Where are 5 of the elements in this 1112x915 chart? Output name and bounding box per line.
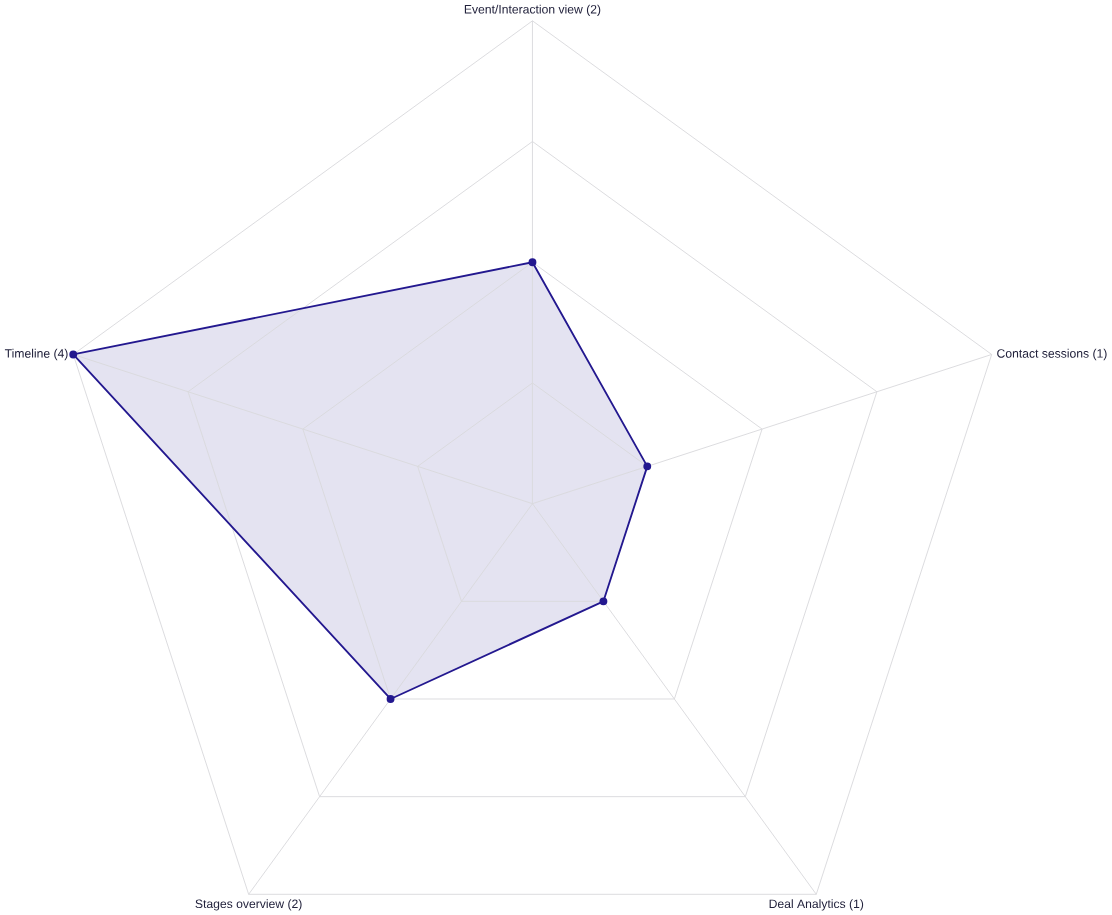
spoke-label: Deal Analytics (1) — [769, 899, 864, 911]
spoke-label: Stages overview (2) — [195, 899, 302, 911]
spoke-label: Contact sessions (1) — [997, 348, 1107, 361]
spoke-label: Event/Interaction view (2) — [464, 4, 601, 16]
spoke-label: Timeline (4) — [4, 348, 68, 361]
